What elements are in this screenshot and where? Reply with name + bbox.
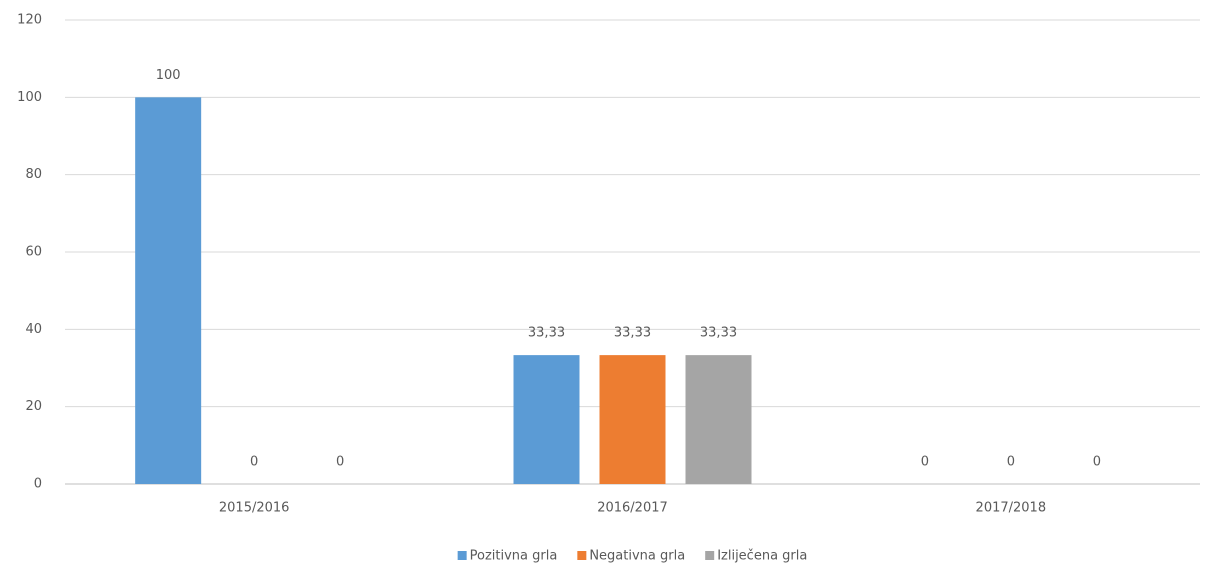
bar: [513, 355, 580, 484]
data-label: 33,33: [614, 326, 651, 341]
data-label: 33,33: [700, 326, 737, 341]
y-tick-label: 100: [17, 90, 42, 105]
x-tick-label: 2016/2017: [597, 501, 668, 516]
bar: [685, 355, 752, 484]
bar: [599, 355, 666, 484]
y-tick-label: 20: [25, 399, 42, 414]
data-label: 0: [921, 455, 929, 470]
x-tick-label: 2015/2016: [219, 501, 290, 516]
bar: [135, 97, 202, 484]
data-label: 0: [250, 455, 258, 470]
y-tick-label: 60: [25, 245, 42, 260]
legend-swatch: [457, 551, 467, 560]
data-label: 0: [336, 455, 344, 470]
legend-label: Pozitivna grla: [470, 549, 558, 564]
y-tick-label: 120: [17, 13, 42, 28]
legend-swatch: [577, 551, 587, 560]
data-label: 0: [1093, 455, 1101, 470]
legend-swatch: [705, 551, 715, 560]
y-tick-label: 0: [34, 477, 42, 492]
y-tick-label: 80: [25, 167, 42, 182]
data-label: 100: [156, 68, 181, 83]
legend-label: Izliječena grla: [717, 549, 807, 564]
data-label: 0: [1007, 455, 1015, 470]
data-label: 33,33: [528, 326, 565, 341]
y-tick-label: 40: [25, 322, 42, 337]
x-tick-label: 2017/2018: [976, 501, 1047, 516]
legend-label: Negativna grla: [589, 549, 685, 564]
